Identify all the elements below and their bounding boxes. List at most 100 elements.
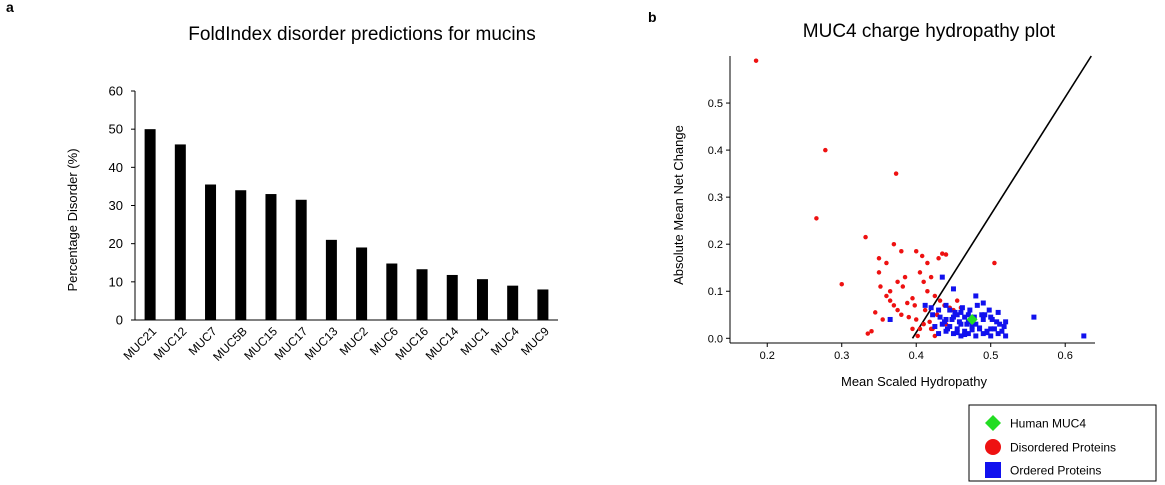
- scatter-chart-y-tick-label: 0.3: [708, 192, 723, 204]
- ordered-protein-point: [947, 307, 953, 313]
- disordered-protein-point: [913, 317, 919, 322]
- disordered-protein-point: [869, 328, 874, 334]
- ordered-protein-point: [958, 309, 964, 315]
- disordered-protein-point: [876, 270, 882, 275]
- disordered-protein-point: [814, 216, 819, 221]
- ordered-protein-point: [1031, 314, 1037, 320]
- disordered-protein-point: [937, 298, 943, 303]
- ordered-protein-point: [964, 321, 970, 327]
- disordered-protein-point: [912, 303, 917, 308]
- disordered-protein-point: [891, 241, 897, 247]
- bar: [386, 263, 398, 320]
- bar-chart-x-tick-label: MUC14: [423, 324, 462, 363]
- scatter-chart-legend: Human MUC4 Disordered Proteins Ordered Pro…: [968, 404, 1157, 482]
- scatter-chart-y-axis-label: Absolute Mean Net Change: [671, 125, 686, 285]
- disordered-protein-point: [887, 298, 893, 303]
- disordered-protein-point: [876, 256, 882, 261]
- scatter-chart-y-tick-label: 0.4: [708, 145, 723, 157]
- disordered-protein-point: [899, 312, 904, 318]
- scatter-chart-y-tick-label: 0.1: [708, 286, 723, 298]
- ordered-protein-point: [942, 319, 948, 325]
- disordered-protein-point: [891, 303, 897, 308]
- disordered-protein-point: [902, 274, 908, 280]
- ordered-protein-point: [950, 286, 956, 292]
- boundary-line: [911, 55, 1092, 339]
- scatter-chart-x-tick-label: 0.2: [760, 350, 775, 362]
- bar-chart-y-tick-label: 30: [109, 198, 123, 213]
- ordered-protein-point: [962, 314, 968, 320]
- disordered-protein-point: [922, 307, 928, 313]
- ordered-protein-point: [980, 300, 986, 306]
- bar-chart-bars: [144, 129, 549, 320]
- bar: [325, 239, 337, 320]
- ordered-protein-point: [997, 321, 1003, 327]
- ordered-protein-point: [932, 324, 938, 330]
- disordered-protein-point: [919, 253, 925, 259]
- bar: [476, 279, 488, 320]
- ordered-protein-point: [1003, 319, 1009, 325]
- scatter-chart-y-tick-label: 0.5: [708, 98, 723, 110]
- disordered-protein-point: [895, 307, 900, 313]
- bar-chart-title: FoldIndex disorder predictions for mucin…: [188, 24, 535, 45]
- ordered-protein-point: [967, 307, 973, 313]
- ordered-protein-point: [936, 307, 942, 313]
- scatter-chart-y-tick-label: 0.0: [708, 333, 723, 345]
- ordered-protein-point: [973, 333, 979, 339]
- disordered-protein-point: [887, 288, 893, 294]
- scatter-chart-x-axis-label: Mean Scaled Hydropathy: [841, 374, 987, 389]
- bar-chart-x-tick-label: MUC4: [488, 324, 522, 358]
- ordered-protein-point: [959, 305, 965, 311]
- disordered-protein-point: [921, 321, 926, 327]
- disordered-protein-point: [917, 270, 923, 275]
- bar-chart-x-tick-label: MUC9: [518, 324, 552, 358]
- disordered-protein-point: [823, 147, 828, 153]
- scatter-chart-axes: [726, 56, 1095, 347]
- bar-chart-y-tick-label: 40: [109, 160, 123, 175]
- bar-chart-x-tick-label: MUC1: [458, 324, 492, 358]
- bar-chart-x-tick-label: MUC12: [151, 324, 190, 363]
- ordered-protein-point: [999, 328, 1005, 334]
- ordered-protein-point: [928, 305, 934, 311]
- ordered-protein-point: [991, 326, 997, 332]
- bar: [507, 285, 519, 320]
- ordered-protein-point: [984, 330, 990, 336]
- bar-chart-y-tick-label: 60: [109, 84, 123, 99]
- bar: [295, 199, 307, 320]
- disordered-protein-point: [940, 251, 945, 256]
- ordered-protein-point: [980, 331, 986, 337]
- disordered-protein-point: [878, 284, 883, 289]
- bar: [537, 289, 549, 320]
- disordered-protein-point: [899, 249, 904, 254]
- ordered-protein-point: [986, 307, 992, 313]
- ordered-protein-point: [936, 331, 942, 337]
- ordered-protein-point: [954, 326, 960, 332]
- scatter-chart-x-tick-label: 0.4: [909, 350, 924, 362]
- ordered-protein-point: [937, 314, 943, 320]
- legend-square-icon: [985, 462, 1001, 478]
- ordered-protein-point: [973, 293, 979, 299]
- disordered-protein-point: [900, 284, 906, 289]
- bar-chart-y-axis-label: Percentage Disorder (%): [65, 148, 80, 291]
- scatter-chart-points: [753, 58, 1087, 339]
- ordered-protein-point: [969, 327, 975, 333]
- disordered-protein-point: [925, 288, 930, 294]
- ordered-protein-point: [943, 302, 949, 308]
- disordered-protein-point: [936, 256, 941, 261]
- bar: [235, 190, 247, 320]
- disordered-protein-point: [932, 293, 938, 299]
- disordered-protein-point: [895, 279, 900, 285]
- disordered-protein-point: [906, 314, 912, 320]
- ordered-protein-point: [1001, 324, 1007, 330]
- disordered-protein-point: [880, 317, 885, 322]
- scatter-chart-title: MUC4 charge hydropathy plot: [803, 21, 1056, 42]
- ordered-protein-point: [939, 274, 945, 280]
- bar: [144, 129, 156, 320]
- ordered-protein-point: [973, 321, 979, 327]
- disordered-protein-point: [910, 296, 915, 301]
- disordered-protein-point: [753, 58, 759, 63]
- legend-diamond-icon: [985, 415, 1001, 431]
- bar-chart-y-tick-label: 20: [109, 236, 123, 251]
- disordered-protein-point: [893, 171, 899, 176]
- bar: [205, 184, 217, 320]
- disordered-protein-point: [913, 249, 919, 254]
